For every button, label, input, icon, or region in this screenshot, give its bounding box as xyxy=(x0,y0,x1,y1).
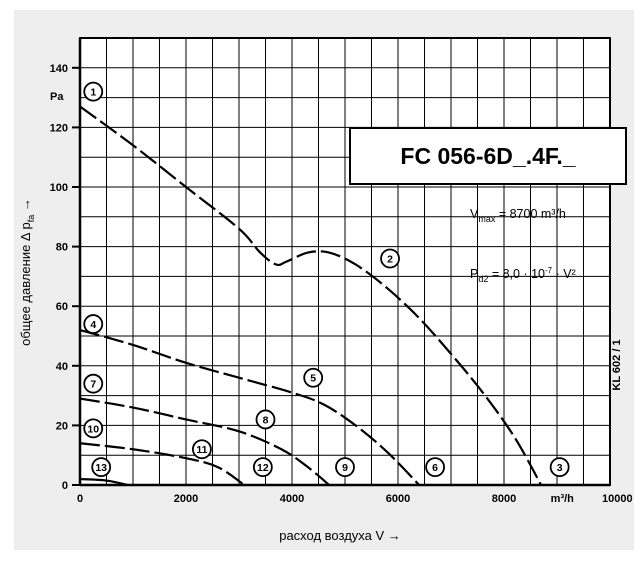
marker-circle xyxy=(335,457,355,478)
marker-label: 9 xyxy=(342,462,348,474)
title-box xyxy=(349,127,627,185)
marker-label: 7 xyxy=(90,379,96,391)
marker-label: 2 xyxy=(387,254,393,266)
marker-label: 6 xyxy=(432,462,438,474)
marker-label: 10 xyxy=(87,423,99,435)
y-tick-label: 40 xyxy=(56,361,68,373)
curves xyxy=(79,105,543,487)
axes xyxy=(78,37,611,487)
x-tick-label: 2000 xyxy=(174,493,198,505)
marker-circle xyxy=(303,367,324,388)
side-code: KL 602 / 1 xyxy=(611,339,623,390)
marker-label: 11 xyxy=(196,444,207,456)
y-tick-label: 0 xyxy=(62,480,68,492)
y-tick-label: 60 xyxy=(56,301,68,313)
marker-circle xyxy=(255,409,276,430)
marker-circle xyxy=(549,457,570,478)
grid xyxy=(80,38,610,485)
marker-label: 4 xyxy=(90,319,96,331)
x-tick-label: 4000 xyxy=(280,493,304,505)
y-tick-label: 120 xyxy=(50,122,68,134)
curve-high xyxy=(79,105,543,486)
y-tick-label: 20 xyxy=(56,420,68,432)
marker-label: 3 xyxy=(557,462,563,474)
marker-label: 13 xyxy=(95,462,107,474)
curve-min xyxy=(79,442,245,486)
marker-circle xyxy=(83,81,104,102)
marker-circle xyxy=(83,314,104,334)
pd2-annotation: Pd2 = 8,0 · 10-7 · V² xyxy=(470,266,576,284)
marker-circle xyxy=(83,418,104,439)
marker-circle xyxy=(252,457,273,478)
y-axis-label: общее давление Δ pfa → xyxy=(18,198,36,346)
marker-circle xyxy=(191,439,212,460)
chart-title: FC 056-6D_.4F._ xyxy=(400,143,575,169)
x-tick-label: 0 xyxy=(77,493,83,505)
marker-label: 12 xyxy=(257,462,269,474)
marker-label: 8 xyxy=(263,414,269,426)
vmax-annotation: Vmax = 8700 m³/h xyxy=(470,207,566,224)
curve-low xyxy=(79,397,330,486)
marker-circle xyxy=(91,457,112,478)
marker-label: 5 xyxy=(310,373,316,385)
x-tick-label: m³/h xyxy=(551,493,575,505)
y-tick-label: 140 xyxy=(50,63,68,75)
x-tick-label: 8000 xyxy=(492,493,516,505)
x-tick-label: 6000 xyxy=(386,493,410,505)
x-tick-label: 10000 xyxy=(602,493,633,505)
y-tick-label: 100 xyxy=(50,182,68,194)
tick-labels: 0 20 40 60 80 100 120 140 0 2000 4000 6000 8000 m³/h 1… xyxy=(50,63,633,505)
curve-start xyxy=(79,477,128,487)
marker-circle xyxy=(425,457,446,478)
marker-circle xyxy=(83,373,104,394)
marker-label: 1 xyxy=(90,87,96,99)
y-unit: Pa xyxy=(50,91,64,103)
y-tick-label: 80 xyxy=(56,242,68,254)
x-axis-label: расход воздуха V → xyxy=(279,528,401,543)
marker-circle xyxy=(380,248,400,269)
